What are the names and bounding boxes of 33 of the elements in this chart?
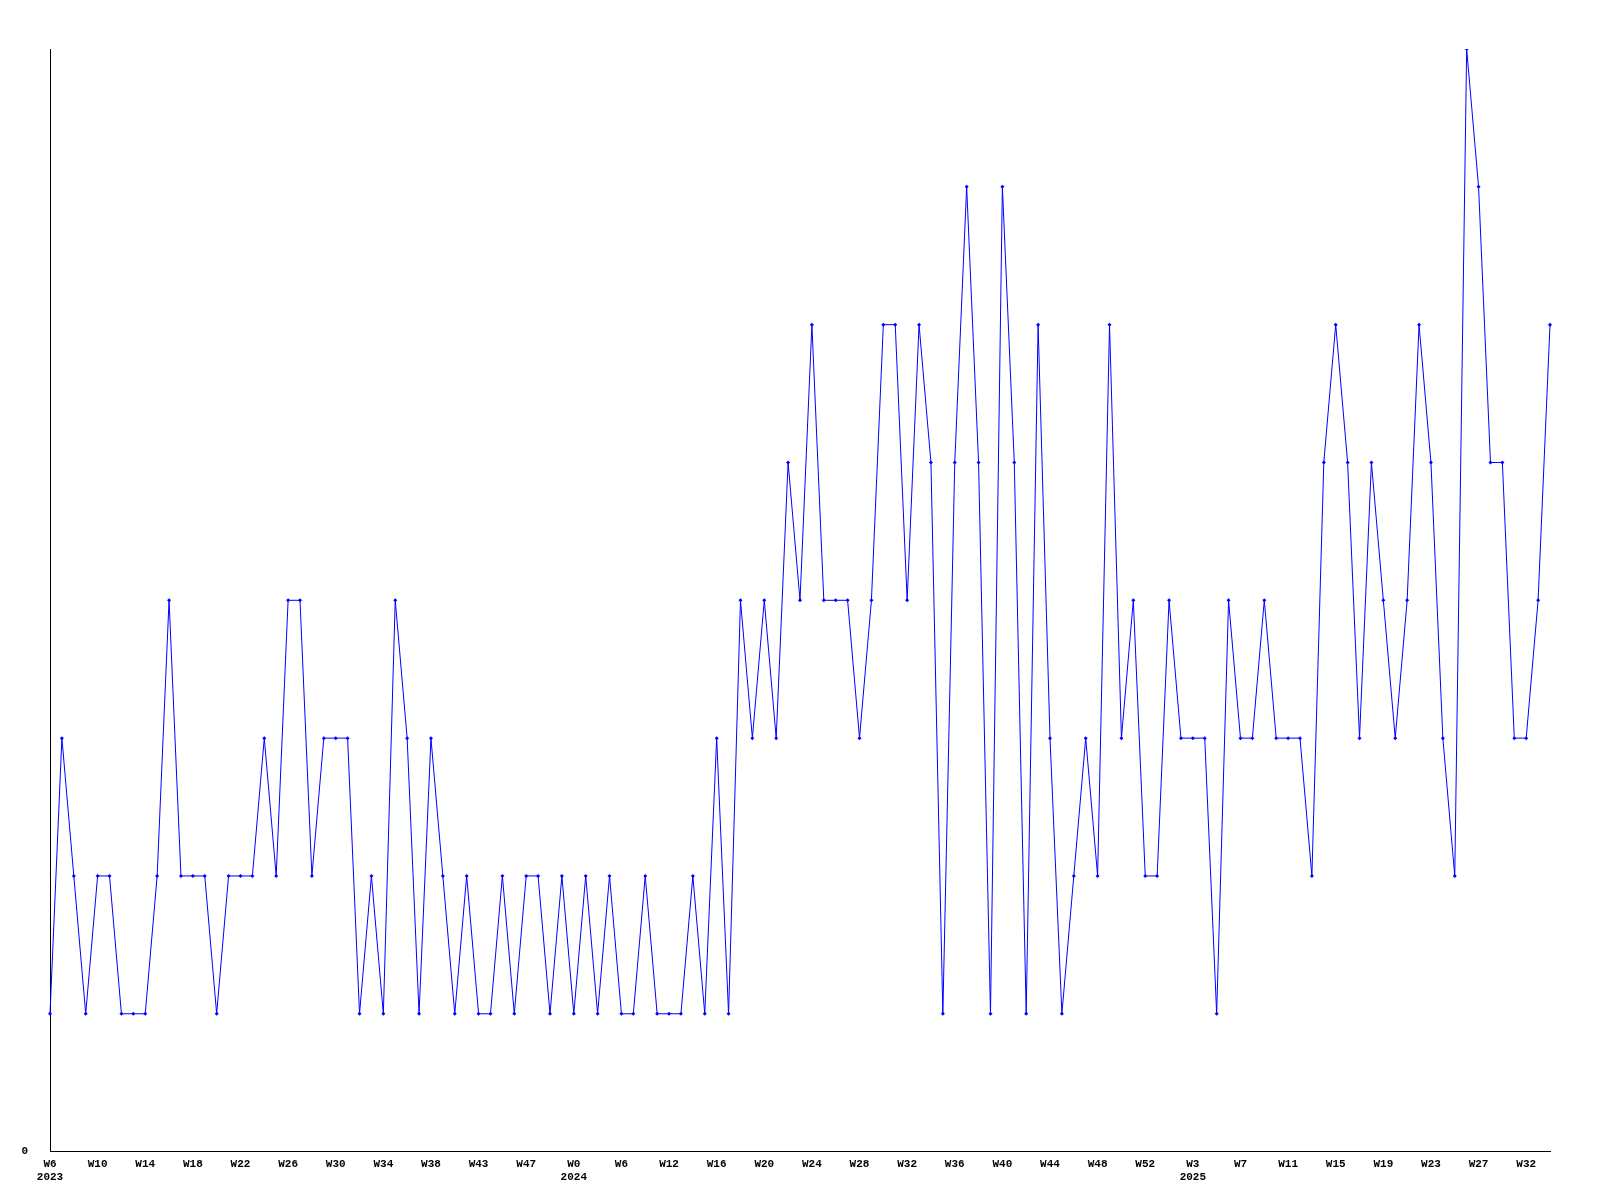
x-tick-label: W18 xyxy=(182,1157,204,1170)
x-tick-label: W15 xyxy=(1325,1157,1347,1170)
x-tick-label: W12 xyxy=(659,1157,679,1170)
x-tick-label: W6 2023 xyxy=(36,1157,64,1184)
x-tick-label: W3 2025 xyxy=(1179,1157,1207,1184)
x-tick-label: W36 xyxy=(944,1157,965,1170)
x-tick-label: W27 xyxy=(1468,1157,1489,1170)
x-tick-label: W47 xyxy=(516,1157,537,1170)
x-tick-label: W7 xyxy=(1233,1157,1248,1170)
x-tick-label: W26 xyxy=(278,1157,298,1170)
x-tick-label: W0 2024 xyxy=(560,1157,588,1184)
x-tick-label: W10 xyxy=(87,1157,108,1170)
x-tick-label: W40 xyxy=(992,1157,1013,1170)
x-tick-label: W38 xyxy=(421,1157,442,1170)
x-tick-label: W48 xyxy=(1087,1157,1108,1170)
x-tick-label: W32 xyxy=(897,1157,918,1170)
x-tick-label: W16 xyxy=(706,1157,727,1170)
x-tick-label: W23 xyxy=(1421,1157,1442,1170)
text: 0 xyxy=(21,1145,28,1158)
x-tick-label: W22 xyxy=(230,1157,251,1170)
x-tick-label: W20 xyxy=(754,1157,775,1170)
x-tick-label: W14 xyxy=(135,1157,156,1170)
x-tick-label: W28 xyxy=(849,1157,870,1170)
x-tick-label: W11 xyxy=(1278,1157,1299,1170)
x-tick-label: W32 xyxy=(1516,1157,1537,1170)
x-tick-label: W44 xyxy=(1040,1157,1061,1170)
x-tick-label: W30 xyxy=(325,1157,346,1170)
x-tick-label: W6 xyxy=(614,1157,629,1170)
x-tick-label: W24 xyxy=(802,1157,823,1170)
x-tick-label: W52 xyxy=(1135,1157,1156,1170)
x-tick-label: W34 xyxy=(373,1157,394,1170)
x-tick-label: W19 xyxy=(1373,1157,1394,1170)
x-tick-label: W43 xyxy=(468,1157,489,1170)
